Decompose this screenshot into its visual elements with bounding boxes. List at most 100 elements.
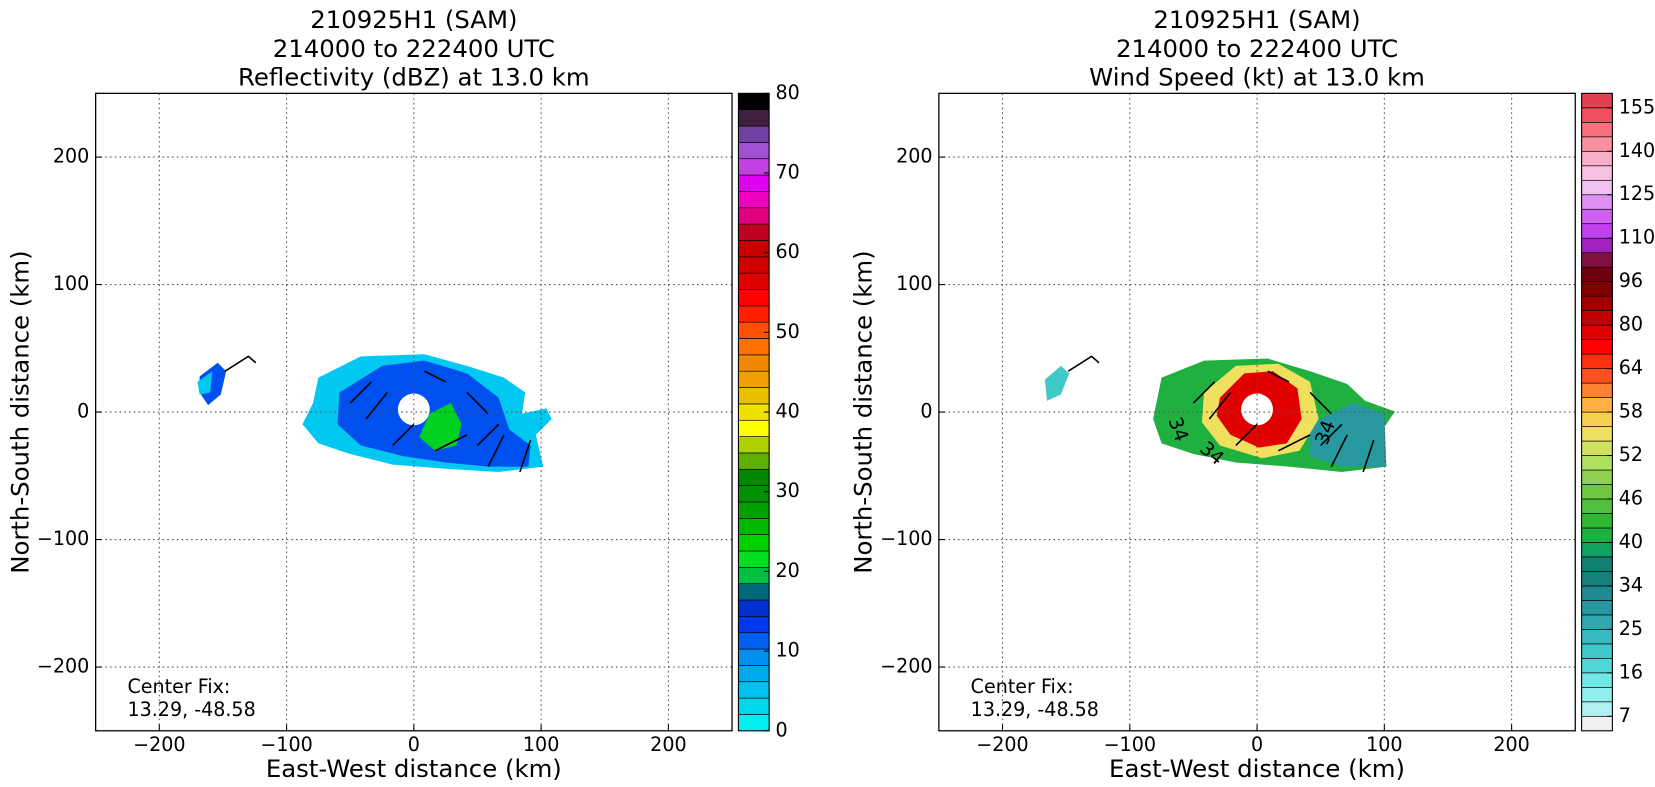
y-tick-label: −200 [37, 655, 89, 678]
y-tick-label: −100 [880, 527, 932, 550]
colorbar-swatch [1581, 281, 1613, 297]
colorbar-tick-label: 16 [1619, 660, 1643, 683]
colorbar-swatch [738, 665, 770, 683]
colorbar-swatch [1581, 614, 1613, 630]
colorbar-swatch [1581, 121, 1613, 138]
colorbar-swatch [738, 714, 770, 732]
colorbar-swatch [1581, 324, 1613, 340]
colorbar-swatch [1581, 179, 1613, 196]
colorbar-swatch [1581, 484, 1613, 500]
colorbar-tick-label: 64 [1619, 356, 1643, 379]
colorbar-swatch [1581, 426, 1613, 442]
colorbar-swatch [1581, 150, 1613, 167]
colorbar-swatch [738, 125, 770, 143]
x-axis-label: East-West distance (km) [266, 754, 562, 783]
chart-title: 210925H1 (SAM) [1153, 5, 1360, 34]
colorbar-swatch [738, 452, 770, 470]
echo-region [197, 371, 213, 395]
annotation: 13.29, -48.58 [971, 698, 1099, 721]
colorbar-swatch [1581, 715, 1613, 732]
annotation: Center Fix: [127, 675, 230, 698]
x-tick-label: −100 [260, 733, 312, 756]
colorbar-tick-label: 110 [1619, 226, 1655, 249]
y-tick-label: −100 [37, 527, 89, 550]
colorbar-tick-label: 20 [776, 559, 800, 582]
colorbar-swatch [1581, 556, 1613, 572]
colorbar-swatch [1581, 107, 1613, 123]
colorbar-swatch [738, 207, 770, 225]
colorbar-swatch [738, 387, 770, 405]
colorbar-swatch [1581, 295, 1613, 311]
colorbar-swatch [1581, 252, 1613, 268]
colorbar-swatch [1581, 469, 1613, 485]
colorbar-swatch [738, 419, 770, 437]
colorbar-swatch [738, 681, 770, 699]
y-tick-label: 200 [896, 145, 932, 168]
colorbar-swatch [738, 338, 770, 356]
colorbar-swatch [1581, 687, 1613, 703]
colorbar-swatch [1581, 513, 1613, 529]
colorbar-swatch [1581, 455, 1613, 471]
colorbar-tick-label: 50 [776, 320, 800, 343]
colorbar-tick-label: 40 [1619, 530, 1643, 553]
colorbar-swatch [1581, 223, 1613, 239]
colorbar-swatch [738, 583, 770, 601]
colorbar-swatch [1581, 643, 1613, 659]
colorbar-swatch [1581, 440, 1613, 456]
colorbar-swatch [738, 289, 770, 307]
colorbar-swatch [1581, 266, 1613, 282]
colorbar-swatch [738, 223, 770, 241]
colorbar-tick-label: 34 [1619, 573, 1643, 596]
echo-region [199, 362, 227, 406]
chart-title: Wind Speed (kt) at 13.0 km [1089, 62, 1425, 91]
chart-title: 210925H1 (SAM) [310, 5, 517, 34]
colorbar-swatch [738, 697, 770, 715]
colorbar-swatch [738, 485, 770, 503]
colorbar-swatch [1581, 339, 1613, 355]
x-tick-label: −100 [1104, 733, 1156, 756]
colorbar-swatch [738, 240, 770, 258]
colorbar-tick-label: 52 [1619, 443, 1643, 466]
colorbar-swatch [1581, 93, 1613, 109]
colorbar-swatch [738, 501, 770, 519]
colorbar-tick-label: 25 [1619, 617, 1643, 640]
x-tick-label: 100 [1366, 733, 1402, 756]
colorbar-swatch [738, 550, 770, 568]
colorbar-swatch [738, 567, 770, 585]
colorbar-swatch [738, 93, 770, 110]
y-tick-label: 100 [53, 272, 89, 295]
colorbar-swatch [1581, 498, 1613, 514]
x-tick-label: 200 [1493, 733, 1529, 756]
chart-title: Reflectivity (dBZ) at 13.0 km [238, 62, 590, 91]
colorbar-swatch [1581, 585, 1613, 601]
colorbar-swatch [738, 436, 770, 454]
y-tick-label: 0 [920, 400, 932, 423]
colorbar-swatch [738, 599, 770, 617]
y-tick-label: 0 [77, 400, 89, 423]
wind-barbs [1067, 355, 1375, 473]
wind-barbs [224, 355, 532, 473]
colorbar-swatch [738, 256, 770, 274]
colorbar-swatch [1581, 542, 1613, 558]
echo-field-1 [197, 354, 552, 473]
colorbar-swatch [1581, 411, 1613, 427]
colorbar-swatch [1581, 600, 1613, 616]
colorbar-tick-label: 125 [1619, 182, 1655, 205]
colorbar-swatch [738, 534, 770, 552]
colorbar-swatch [738, 191, 770, 209]
colorbar-swatch [738, 305, 770, 323]
colorbar-swatch [1581, 527, 1613, 543]
colorbar-swatch [1581, 571, 1613, 587]
colorbar-swatch [1581, 672, 1613, 688]
colorbar-swatch [738, 468, 770, 486]
colorbar-swatch [738, 370, 770, 388]
y-tick-label: 100 [896, 272, 932, 295]
annotation: 13.29, -48.58 [127, 698, 255, 721]
chart-title: 214000 to 222400 UTC [1116, 34, 1398, 63]
colorbar-swatch [1581, 310, 1613, 326]
echo-region [1310, 403, 1387, 467]
colorbar-tick-label: 10 [776, 639, 800, 662]
colorbar-swatch [738, 109, 770, 127]
